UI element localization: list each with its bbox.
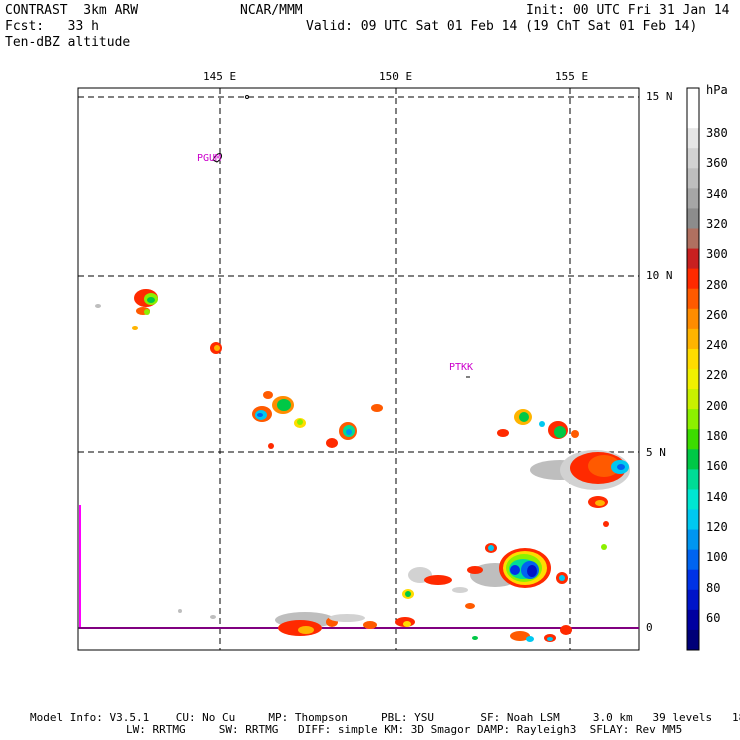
colorbar-tick-label: 360 (706, 156, 728, 171)
colorbar-tick-label: 80 (706, 580, 721, 595)
colorbar-swatch (687, 529, 699, 551)
colorbar-tick-label: 380 (706, 126, 728, 140)
colorbar-swatch (687, 88, 699, 109)
colorbar-swatch (687, 369, 699, 390)
colorbar-tick-label: 320 (706, 216, 728, 231)
colorbar-tick-label: 160 (706, 459, 728, 474)
forecast-hour: Fcst: 33 h (5, 19, 99, 34)
colorbar-tick-label: 200 (706, 398, 728, 413)
place-label-ptkk: PTKK (449, 362, 473, 373)
island-dot (245, 95, 249, 99)
colorbar-swatch (687, 108, 699, 129)
colorbar-tick-label: 260 (706, 307, 728, 322)
lon-label-150: 150 E (379, 70, 413, 83)
colorbar-swatch (687, 308, 699, 330)
colorbar-swatch (687, 389, 699, 410)
lat-label-5n: 5 N (646, 446, 666, 459)
colorbar-swatch (687, 509, 699, 531)
colorbar-tick-label: 140 (706, 489, 728, 504)
colorbar-swatch (687, 208, 699, 229)
colorbar-swatch (687, 348, 699, 370)
colorbar-unit: hPa (706, 83, 728, 97)
echo-cells (95, 289, 630, 642)
lat-label-0: 0 (646, 621, 653, 634)
colorbar-swatch (687, 128, 699, 149)
colorbar-swatch (687, 589, 699, 611)
colorbar-swatch (687, 228, 699, 250)
colorbar-swatch (687, 188, 699, 209)
model-title: CONTRAST 3km ARW (5, 3, 139, 18)
guam-island (212, 153, 222, 163)
colorbar-swatch (687, 549, 699, 571)
colorbar-tick-label: 300 (706, 247, 728, 262)
colorbar-tick-label: 280 (706, 277, 728, 292)
colorbar-tick-label: 340 (706, 186, 728, 201)
colorbar-tick-label: 120 (706, 519, 728, 534)
colorbar-swatch (687, 248, 699, 270)
lat-label-10n: 10 N (646, 269, 673, 282)
colorbar-swatch (687, 409, 699, 430)
colorbar-tick-label: 240 (706, 338, 728, 353)
model-info-line2: LW: RRTMG SW: RRTMG DIFF: simple KM: 3D … (126, 723, 683, 736)
colorbar-frame (686, 87, 700, 651)
colorbar-swatch (687, 609, 699, 631)
valid-time: Valid: 09 UTC Sat 01 Feb 14 (19 ChT Sat … (306, 19, 698, 34)
colorbar-swatch (687, 288, 699, 310)
center-name: NCAR/MMM (240, 3, 303, 18)
colorbar-swatch (687, 449, 699, 470)
field-name: Ten-dBZ altitude (5, 35, 131, 50)
place-label-pgum: PGUM (197, 153, 221, 164)
colorbar-tick-label: 220 (706, 368, 728, 383)
model-info-line1: Model Info: V3.5.1 CU: No Cu MP: Thompso… (30, 711, 740, 724)
colorbar-swatch (687, 469, 699, 490)
colorbar-tick-label: 100 (706, 550, 728, 565)
colorbar-swatch (687, 268, 699, 290)
lat-label-15n: 15 N (646, 90, 673, 103)
colorbar-swatch (687, 328, 699, 350)
colorbar-swatch (687, 429, 699, 450)
colorbar-tick-label: 60 (706, 610, 721, 625)
colorbar (686, 87, 700, 651)
lon-label-145: 145 E (203, 70, 237, 83)
colorbar-swatch (687, 629, 699, 651)
colorbar-swatch (687, 148, 699, 169)
map-frame (77, 87, 640, 651)
colorbar-swatch (687, 168, 699, 189)
colorbar-tick-label: 180 (706, 429, 728, 443)
lat-lon-grid (78, 88, 639, 650)
colorbar-swatch (687, 489, 699, 510)
colorbar-swatch (687, 569, 699, 591)
init-time: Init: 00 UTC Fri 31 Jan 14 (526, 3, 730, 18)
lon-label-155: 155 E (555, 70, 589, 83)
